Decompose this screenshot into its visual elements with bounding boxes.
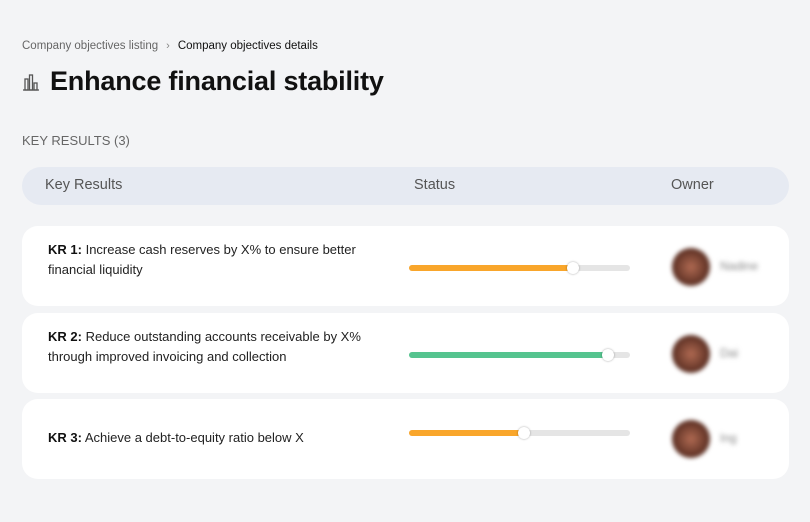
key-result-description: Achieve a debt-to-equity ratio below X [84,430,304,445]
owner-name: Nadine [720,259,759,273]
key-result-description: Increase cash reserves by X% to ensure b… [48,242,356,277]
owner-name: Ing [720,431,737,445]
key-result-text: KR 3: Achieve a debt-to-equity ratio bel… [48,428,368,448]
key-result-label: KR 3: [48,430,82,445]
key-result-row[interactable]: KR 2: Reduce outstanding accounts receiv… [22,313,789,393]
progress-thumb[interactable] [566,262,579,274]
breadcrumb-link-listing[interactable]: Company objectives listing [22,40,159,52]
page-header: Enhance financial stability [22,66,384,97]
table-header: Key Results Status Owner [22,167,789,205]
progress-thumb[interactable] [517,427,530,439]
column-header-key-results: Key Results [45,177,123,193]
avatar [672,420,710,458]
key-result-text: KR 2: Reduce outstanding accounts receiv… [48,327,368,367]
key-result-description: Reduce outstanding accounts receivable b… [48,329,361,364]
key-result-row[interactable]: KR 1: Increase cash reserves by X% to en… [22,226,789,306]
key-result-label: KR 1: [48,242,82,257]
section-label: KEY RESULTS (3) [22,133,130,148]
key-result-row[interactable]: KR 3: Achieve a debt-to-equity ratio bel… [22,399,789,479]
breadcrumb-current: Company objectives details [177,40,318,52]
owner-name: Dai [720,346,739,360]
progress-fill [409,265,573,271]
breadcrumb-separator: › [166,40,170,52]
key-result-text: KR 1: Increase cash reserves by X% to en… [48,240,368,280]
key-result-label: KR 2: [48,329,82,344]
progress-fill [409,352,608,358]
progress-fill [409,430,524,436]
column-header-status: Status [414,177,456,193]
progress-bar [409,349,630,361]
progress-thumb[interactable] [601,349,614,361]
progress-bar [409,427,630,439]
page-title: Enhance financial stability [50,66,384,96]
column-header-owner: Owner [671,177,714,193]
breadcrumb: Company objectives listing › Company obj… [22,40,318,52]
bar-chart-icon [23,73,39,91]
avatar [672,248,710,286]
avatar [672,335,710,373]
progress-bar [409,262,630,274]
